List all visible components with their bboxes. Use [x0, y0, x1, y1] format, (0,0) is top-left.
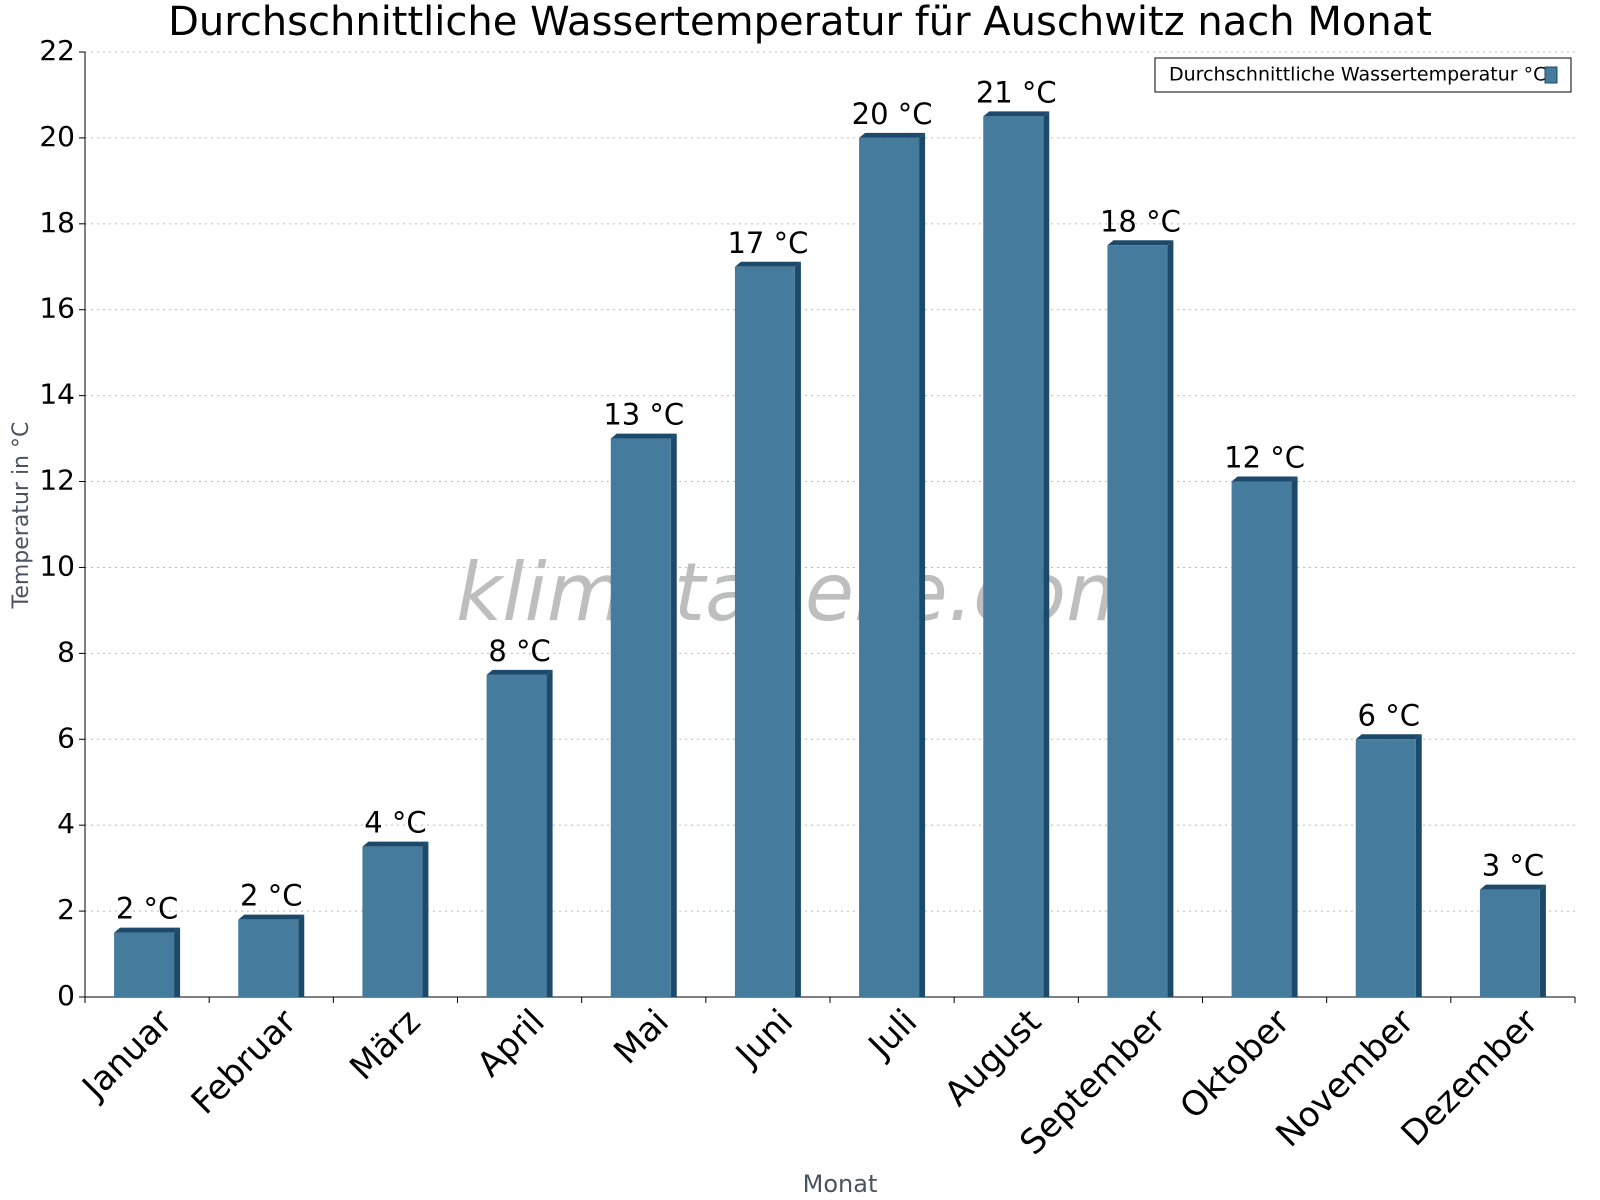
bar [734, 266, 795, 998]
y-tick-label: 12 [39, 464, 75, 497]
value-label: 6 °C [1358, 698, 1420, 732]
y-tick-label: 20 [39, 120, 75, 153]
bar-side [1539, 884, 1546, 997]
y-tick-label: 6 [57, 721, 75, 754]
bar-top [983, 111, 1050, 117]
x-tick-label: Juli [860, 1002, 925, 1067]
value-label: 17 °C [727, 226, 808, 260]
bar-top [486, 669, 553, 675]
bar-top [1231, 476, 1298, 482]
y-tick-label: 22 [39, 34, 75, 67]
x-tick-label: Februar [184, 1002, 305, 1123]
x-tick-label: August [937, 1002, 1049, 1114]
bar [362, 846, 423, 997]
bar-side [1167, 240, 1174, 997]
y-tick-label: 18 [39, 206, 75, 239]
bar-top [859, 132, 926, 138]
y-tick-label: 8 [57, 635, 75, 668]
y-tick-label: 4 [57, 807, 75, 840]
bar-top [238, 914, 305, 920]
bar-side [174, 927, 181, 997]
value-label: 8 °C [488, 634, 550, 668]
bar-side [670, 433, 677, 997]
bar [114, 932, 175, 997]
value-label: 2 °C [240, 879, 302, 913]
bar [238, 919, 299, 997]
value-label: 21 °C [976, 75, 1057, 109]
bar-side [794, 261, 801, 998]
y-axis-label: Temperatur in °C [9, 422, 34, 610]
x-tick-label: März [342, 1002, 428, 1088]
bar [1231, 481, 1292, 998]
bar [610, 438, 671, 997]
bar [1479, 889, 1540, 997]
bar-top [1479, 884, 1546, 890]
bar [983, 116, 1044, 997]
x-tick-label: April [469, 1002, 552, 1085]
x-tick-label: Oktober [1172, 1002, 1297, 1127]
bar-side [422, 841, 429, 997]
y-tick-label: 16 [39, 292, 75, 325]
bar-top [734, 261, 801, 267]
bar-side [546, 669, 553, 997]
value-label: 18 °C [1100, 204, 1181, 238]
legend-box [1154, 57, 1572, 93]
value-label: 4 °C [364, 806, 426, 840]
bar-side [1415, 734, 1422, 997]
y-tick-label: 2 [57, 893, 75, 926]
bar-top [1355, 734, 1422, 740]
bar [486, 674, 547, 997]
bar-side [1043, 111, 1050, 997]
y-tick-label: 0 [57, 979, 75, 1012]
bar [1355, 739, 1416, 997]
bar-top [362, 841, 429, 847]
bar [859, 137, 920, 998]
bar-side [298, 914, 305, 997]
value-label: 20 °C [852, 97, 933, 131]
x-tick-label: Juni [727, 1002, 801, 1076]
y-tick-label: 10 [39, 549, 75, 582]
value-label: 3 °C [1482, 849, 1544, 883]
bar-top [114, 927, 181, 933]
value-label: 13 °C [603, 398, 684, 432]
bar-side [1291, 476, 1298, 998]
x-axis-label: Monat [803, 1170, 878, 1198]
chart-title: Durchschnittliche Wassertemperatur für A… [168, 0, 1432, 45]
value-label: 2 °C [116, 892, 178, 926]
value-label: 12 °C [1224, 441, 1305, 475]
legend-label: Durchschnittliche Wassertemperatur °C [1169, 64, 1546, 86]
x-tick-label: Mai [606, 1002, 676, 1072]
legend-swatch [1544, 66, 1558, 84]
y-tick-label: 14 [39, 378, 75, 411]
bar [1107, 245, 1168, 997]
bar-side [919, 132, 926, 998]
x-tick-label: Dezember [1394, 1002, 1546, 1154]
bar-top [610, 433, 677, 439]
x-tick-label: Januar [74, 1002, 181, 1109]
bar-top [1107, 240, 1174, 246]
